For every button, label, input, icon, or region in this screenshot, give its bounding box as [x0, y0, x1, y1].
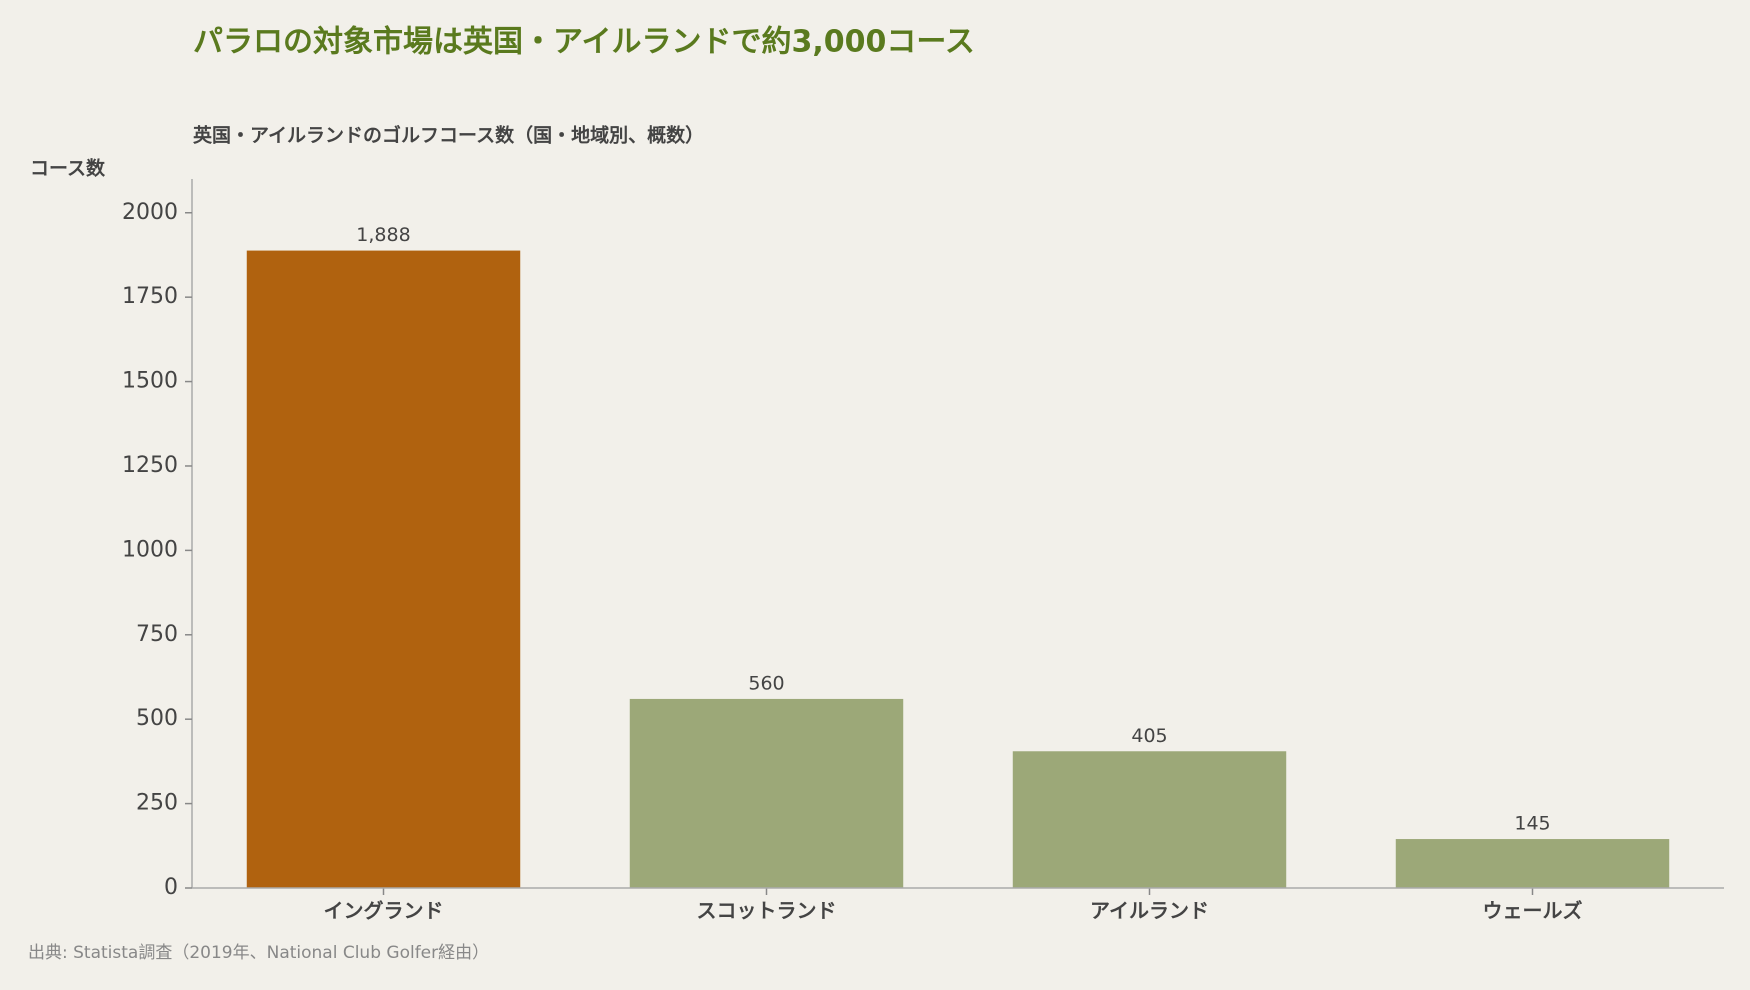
y-tick-label: 1500 [122, 369, 178, 394]
y-tick-label: 250 [136, 791, 178, 816]
bar [246, 250, 521, 888]
chart-title: パラロの対象市場は英国・アイルランドで約3,000コース [193, 25, 975, 60]
y-tick-label: 500 [136, 706, 178, 731]
chart-subtitle: 英国・アイルランドのゴルフコース数（国・地域別、概数） [193, 124, 704, 147]
y-tick-label: 1000 [122, 537, 178, 562]
bar [1395, 839, 1670, 888]
bar [629, 698, 904, 888]
y-tick-label: 1750 [122, 284, 178, 309]
x-tick-label: アイルランド [1090, 899, 1209, 923]
value-label: 1,888 [356, 224, 410, 246]
value-label: 145 [1514, 813, 1550, 835]
y-axis-label: コース数 [30, 157, 106, 180]
value-label: 405 [1131, 725, 1167, 747]
bar [1012, 751, 1287, 888]
source-note: 出典: Statista調査（2019年、National Club Golfe… [28, 943, 489, 963]
y-tick-label: 0 [164, 875, 178, 900]
y-tick-label: 1250 [122, 453, 178, 478]
value-label: 560 [748, 672, 784, 694]
x-tick-label: ウェールズ [1483, 899, 1583, 923]
x-tick-label: スコットランド [697, 899, 837, 923]
x-tick-label: イングランド [324, 899, 444, 923]
y-tick-label: 2000 [122, 200, 178, 225]
y-tick-label: 750 [136, 622, 178, 647]
